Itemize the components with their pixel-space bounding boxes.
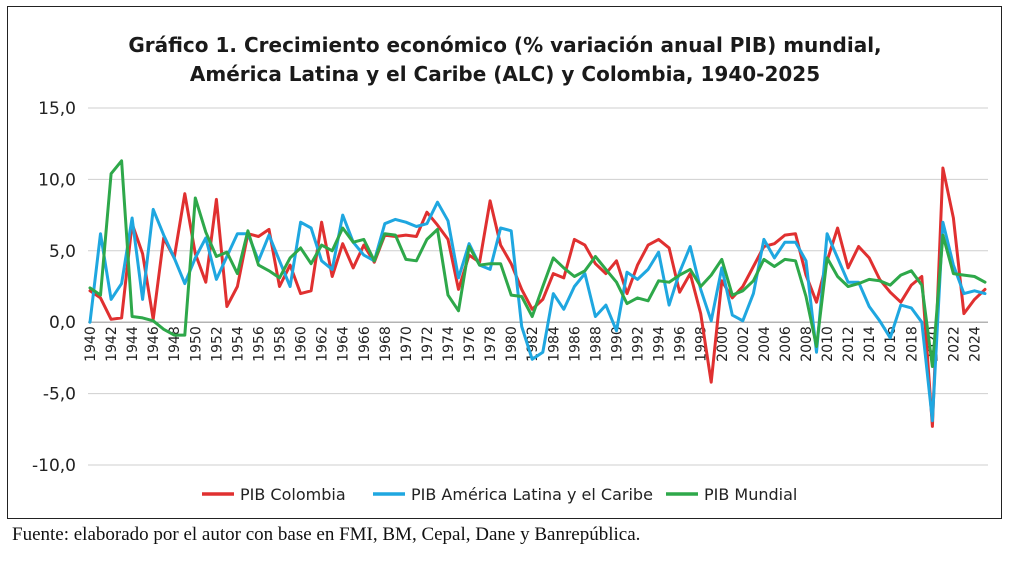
x-tick-label: 1976	[462, 326, 478, 362]
y-tick-label: 5,0	[49, 242, 76, 262]
x-tick-label: 2022	[946, 326, 962, 362]
x-tick-label: 1950	[188, 326, 204, 362]
y-tick-label: 0,0	[49, 313, 76, 333]
x-tick-label: 1962	[315, 326, 331, 362]
x-tick-label: 2018	[904, 326, 920, 362]
x-tick-label: 1990	[609, 326, 625, 362]
series-lines	[88, 159, 987, 428]
legend-label: PIB América Latina y el Caribe	[411, 485, 653, 504]
y-tick-label: -10,0	[32, 456, 76, 476]
x-tick-label: 1946	[146, 326, 162, 362]
x-tick-label: 1980	[504, 326, 520, 362]
legend-label: PIB Mundial	[704, 485, 797, 504]
y-axis-ticks: 15,0 10,0 5,0 0,0 -5,0 -10,0	[32, 99, 76, 476]
x-tick-label: 1994	[652, 326, 668, 362]
x-tick-label: 1968	[378, 326, 394, 362]
x-tick-label: 2004	[757, 326, 773, 362]
x-tick-label: 2002	[736, 326, 752, 362]
legend: PIB Colombia PIB América Latina y el Cari…	[202, 485, 797, 504]
y-tick-label: 10,0	[38, 170, 76, 190]
x-tick-label: 2006	[778, 326, 794, 362]
x-tick-label: 1964	[336, 326, 352, 362]
x-tick-label: 1966	[357, 326, 373, 362]
x-tick-label: 1958	[273, 326, 289, 362]
x-tick-label: 1984	[546, 326, 562, 362]
y-tick-label: -5,0	[43, 385, 76, 405]
x-tick-label: 1970	[399, 326, 415, 362]
x-tick-label: 1996	[673, 326, 689, 362]
chart-title-line-2: América Latina y el Caribe (ALC) y Colom…	[189, 62, 821, 86]
x-tick-label: 1974	[441, 326, 457, 362]
x-tick-label: 1992	[631, 326, 647, 362]
x-tick-label: 1988	[588, 326, 604, 362]
x-tick-label: 1944	[125, 326, 141, 362]
gridlines	[88, 107, 988, 466]
x-tick-label: 2012	[841, 326, 857, 362]
x-tick-label: 1940	[83, 326, 99, 362]
x-tick-label: 1960	[294, 326, 310, 362]
x-tick-label: 1954	[230, 326, 246, 362]
x-tick-label: 1956	[251, 326, 267, 362]
chart-frame	[7, 6, 1002, 519]
x-tick-label: 2010	[820, 326, 836, 362]
x-tick-label: 1986	[567, 326, 583, 362]
legend-label: PIB Colombia	[240, 485, 346, 504]
chart-title: Gráfico 1. Crecimiento económico (% vari…	[0, 31, 1010, 89]
series-line	[88, 159, 987, 368]
series-line	[88, 200, 987, 423]
x-tick-label: 1942	[104, 326, 120, 362]
source-note: Fuente: elaborado por el autor con base …	[12, 524, 641, 545]
x-tick-label: 1972	[420, 326, 436, 362]
chart-title-line-1: Gráfico 1. Crecimiento económico (% vari…	[128, 33, 882, 57]
x-tick-label: 2000	[715, 326, 731, 362]
x-tick-label: 1978	[483, 326, 499, 362]
x-axis-ticks: 1940 1942 1944 1946 1948 1950 1952 1954 1956 1958…	[83, 326, 983, 362]
y-tick-label: 15,0	[38, 99, 76, 119]
x-tick-label: 1952	[209, 326, 225, 362]
x-tick-label: 2014	[862, 326, 878, 362]
x-tick-label: 2024	[967, 326, 983, 362]
x-tick-label: 2008	[799, 326, 815, 362]
